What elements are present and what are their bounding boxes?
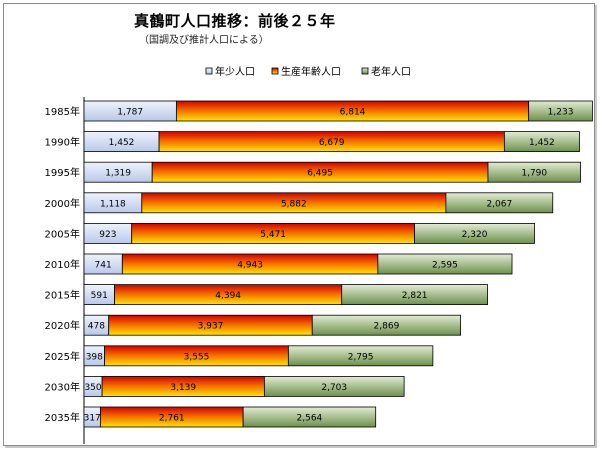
- y-tick-label: 2030年: [45, 380, 80, 393]
- value-label: 2,795: [348, 352, 374, 362]
- legend-swatch: [361, 67, 369, 75]
- chart-subtitle: （国調及び推計人口による）: [139, 35, 269, 46]
- value-label: 6,495: [307, 169, 333, 179]
- value-label: 741: [95, 261, 112, 271]
- value-label: 3,937: [198, 322, 224, 332]
- value-label: 1,790: [521, 169, 547, 179]
- value-label: 6,814: [340, 108, 366, 118]
- value-label: 923: [99, 230, 116, 240]
- value-label: 1,233: [548, 108, 574, 118]
- y-tick-label: 1995年: [45, 166, 80, 179]
- value-label: 1,452: [109, 138, 135, 148]
- value-label: 4,943: [237, 261, 263, 271]
- value-label: 2,761: [159, 414, 185, 424]
- legend-label: 生産年齢人口: [281, 65, 341, 78]
- value-label: 5,471: [260, 230, 286, 240]
- bar-elderly: [242, 406, 377, 428]
- bar-elderly: [414, 222, 535, 244]
- legend-label: 老年人口: [371, 65, 411, 78]
- value-label: 3,139: [170, 383, 196, 393]
- y-tick-label: 2015年: [45, 289, 80, 302]
- bar-elderly: [377, 253, 513, 275]
- y-tick-label: 1990年: [45, 136, 80, 149]
- value-label: 5,882: [281, 199, 307, 209]
- value-label: 2,595: [432, 261, 458, 271]
- value-label: 478: [88, 322, 105, 332]
- value-label: 591: [91, 291, 108, 301]
- value-label: 3,555: [184, 352, 210, 362]
- value-label: 1,787: [117, 108, 143, 118]
- y-tick-label: 2025年: [45, 350, 80, 363]
- value-label: 2,869: [374, 322, 400, 332]
- value-label: 2,067: [486, 199, 512, 209]
- value-label: 1,118: [100, 199, 126, 209]
- bar-elderly: [445, 192, 554, 214]
- value-label: 2,821: [402, 291, 428, 301]
- value-label: 398: [86, 352, 103, 362]
- value-label: 1,319: [105, 169, 131, 179]
- legend-label: 年少人口: [215, 65, 255, 78]
- value-label: 2,564: [297, 414, 323, 424]
- bar-elderly: [487, 161, 581, 183]
- bar-elderly: [287, 345, 434, 367]
- value-label: 1,452: [529, 138, 555, 148]
- value-labels: 1,787 6,814 1,233 1,452 6,679 1,452 1,319 6,495…: [84, 108, 574, 424]
- value-label: 4,394: [215, 291, 241, 301]
- bar-elderly: [311, 314, 461, 336]
- value-label: 350: [84, 383, 101, 393]
- bar-elderly: [528, 100, 593, 122]
- value-label: 2,703: [321, 383, 347, 393]
- bars: [83, 100, 593, 428]
- value-label: 6,679: [319, 138, 345, 148]
- value-label: 317: [84, 414, 101, 424]
- bar-elderly: [263, 375, 405, 397]
- y-tick-label: 2010年: [45, 258, 80, 271]
- y-tick-label: 1985年: [45, 105, 80, 118]
- bar-elderly: [503, 131, 580, 153]
- legend-swatch: [205, 67, 213, 75]
- legend: 年少人口 生産年齢人口 老年人口: [205, 65, 411, 78]
- value-label: 2,320: [462, 230, 488, 240]
- y-tick-label: 2035年: [45, 411, 80, 424]
- y-tick-label: 2020年: [45, 319, 80, 332]
- y-tick-labels: 1985年 1990年 1995年 2000年 2005年 2010年 2015年 2020年…: [45, 105, 80, 424]
- y-tick-label: 2005年: [45, 227, 80, 240]
- chart-title: 真鶴町人口推移：前後２５年: [134, 12, 336, 30]
- bar-elderly: [341, 284, 488, 306]
- y-tick-label: 2000年: [45, 197, 80, 210]
- legend-swatch: [271, 67, 279, 75]
